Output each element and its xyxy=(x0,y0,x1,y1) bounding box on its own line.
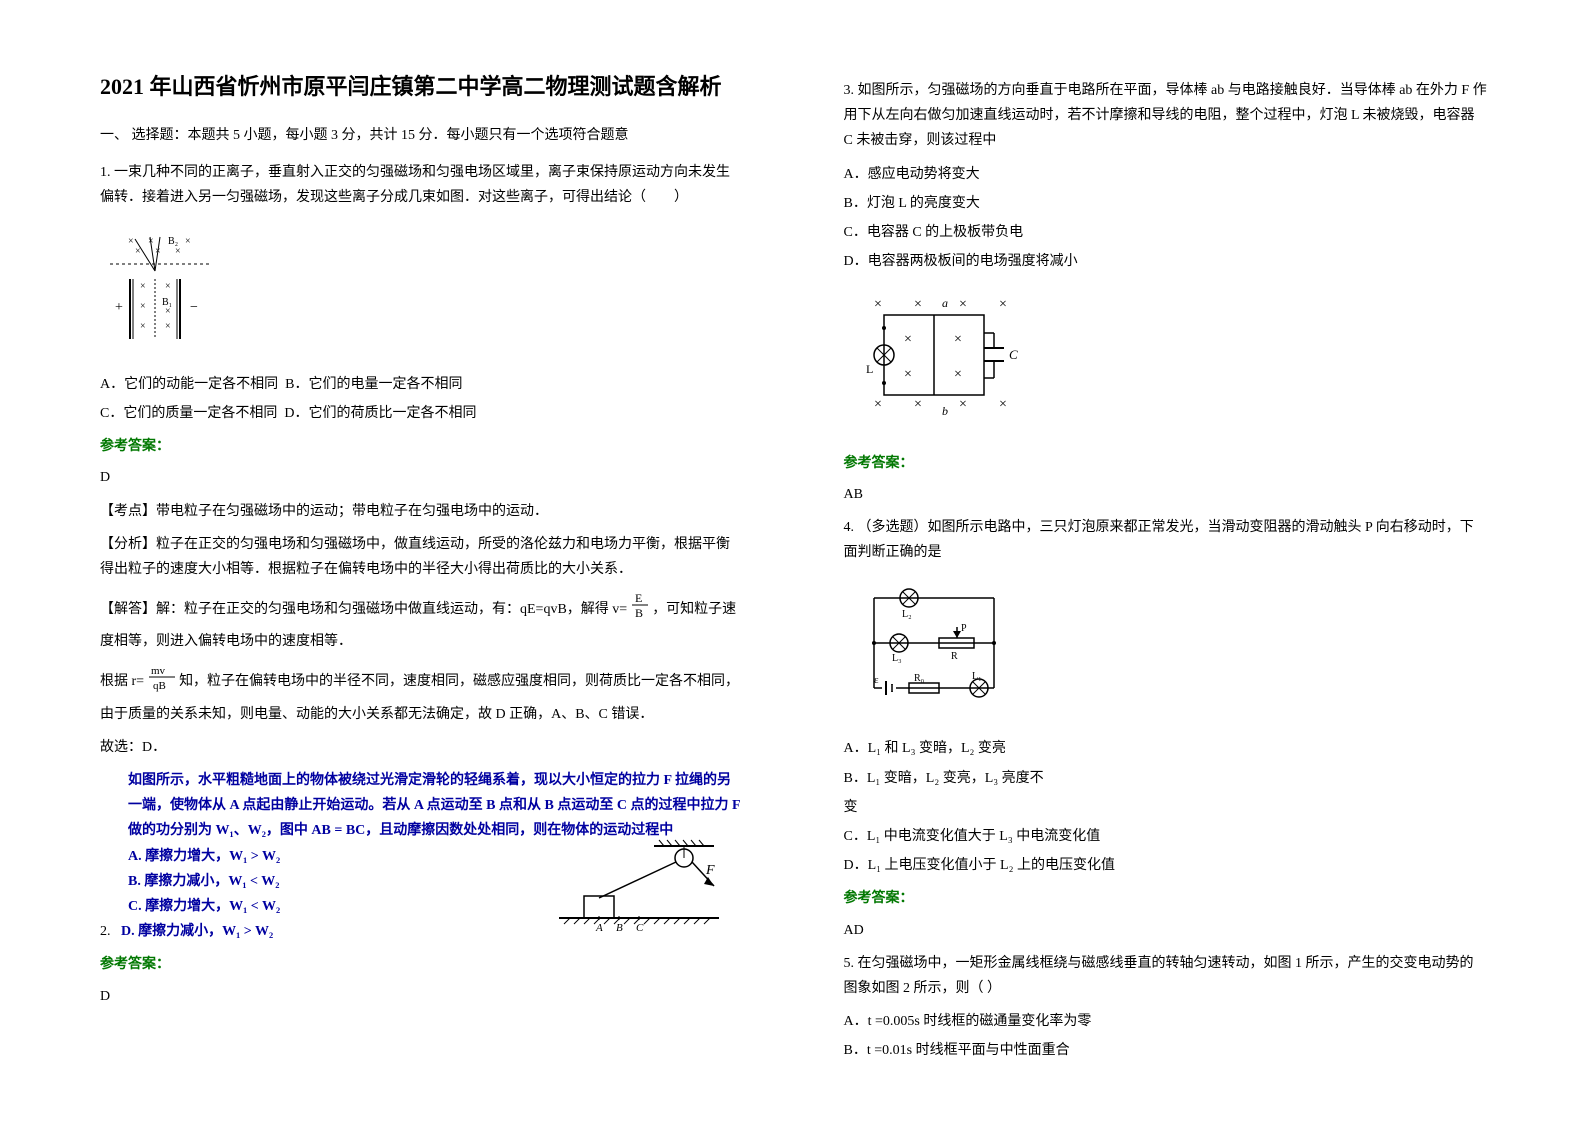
q4-optD: D．L₁ 上电压变化值小于 L₂ 上的电压变化值 xyxy=(844,853,1488,878)
q2-C-label: C xyxy=(636,922,644,933)
q2-answer: D xyxy=(100,984,744,1009)
svg-text:×: × xyxy=(954,367,962,382)
svg-text:×: × xyxy=(904,332,912,347)
svg-text:×: × xyxy=(175,246,181,257)
q2-answer-label: 参考答案： xyxy=(100,952,744,977)
q4-P-label: P xyxy=(961,623,967,634)
q3-b-label: b xyxy=(942,404,948,418)
q3-C-label: C xyxy=(1009,347,1018,362)
q4-R0-label: R₀ xyxy=(914,673,925,684)
q5-optB: B．t =0.01s 时线框平面与中性面重合 xyxy=(844,1038,1488,1063)
q1-optB: B．它们的电量一定各不相同 xyxy=(285,377,462,392)
svg-text:×: × xyxy=(959,397,967,412)
q5-optA: A．t =0.005s 时线框的磁通量变化率为零 xyxy=(844,1009,1488,1034)
q3-a-label: a xyxy=(942,296,948,310)
q1-frac2: mv qB xyxy=(148,662,176,701)
svg-text:×: × xyxy=(165,281,171,292)
svg-text:×: × xyxy=(954,332,962,347)
q4-answer: AD xyxy=(844,918,1488,943)
svg-text:×: × xyxy=(874,397,882,412)
svg-text:×: × xyxy=(135,246,141,257)
q3-optA: A．感应电动势将变大 xyxy=(844,162,1488,187)
q4-figure: L₂ L₃ R P xyxy=(844,583,1024,722)
svg-text:×: × xyxy=(140,281,146,292)
q4-L2-label: L₂ xyxy=(902,609,912,620)
q2-optD: D. 摩擦力减小，W₁ > W₂ xyxy=(121,924,273,939)
svg-text:−: − xyxy=(190,300,198,315)
q3-answer-label: 参考答案： xyxy=(844,451,1488,476)
svg-text:E: E xyxy=(635,591,642,605)
q1-answer-label: 参考答案： xyxy=(100,434,744,459)
svg-text:×: × xyxy=(904,367,912,382)
q1-answer: D xyxy=(100,465,744,490)
q2-number: 2. xyxy=(100,924,111,939)
q3-optB: B．灯泡 L 的亮度变大 xyxy=(844,191,1488,216)
q1-frac1: EB xyxy=(631,590,649,629)
q2-F-label: F xyxy=(705,863,715,878)
q4-e-label: ε xyxy=(874,674,879,686)
q3-figure: ×× a ×× ×× b ×× L xyxy=(844,293,1034,432)
svg-text:×: × xyxy=(140,321,146,332)
svg-text:×: × xyxy=(914,397,922,412)
q1-jieda2: 根据 r= mvqB 知，粒子在偏转电场中的半径不同，速度相同，磁感应强度相同，… xyxy=(100,662,744,726)
q1-stem: 1. 一束几种不同的正离子，垂直射入正交的匀强磁场和匀强电场区域里，离子束保持原… xyxy=(100,160,744,210)
svg-text:×: × xyxy=(999,297,1007,312)
q4-optB2: 变 xyxy=(844,795,1488,820)
q2-stem: 如图所示，水平粗糙地面上的物体被绕过光滑定滑轮的轻绳系着，现以大小恒定的拉力 F… xyxy=(128,768,744,844)
right-column: 3. 如图所示，匀强磁场的方向垂直于电路所在平面，导体棒 ab 与电路接触良好．… xyxy=(794,0,1587,1122)
q1-guxuan: 故选：D． xyxy=(100,735,744,760)
q4-optB1: B．L₁ 变暗，L₂ 变亮，L₃ 亮度不 xyxy=(844,766,1488,791)
q1-jieda1: 【解答】解：粒子在正交的匀强电场和匀强磁场中做直线运动，有：qE=qvB，解得 … xyxy=(100,590,744,654)
left-column: 2021 年山西省忻州市原平闫庄镇第二中学高二物理测试题含解析 一、 选择题：本… xyxy=(0,0,794,1122)
q1-options-row2: C．它们的质量一定各不相同 D．它们的荷质比一定各不相同 xyxy=(100,401,744,426)
q1-optA: A．它们的动能一定各不相同 xyxy=(100,377,278,392)
svg-text:×: × xyxy=(165,306,171,317)
exam-title: 2021 年山西省忻州市原平闫庄镇第二中学高二物理测试题含解析 xyxy=(100,70,744,103)
q4-L3-label: L₃ xyxy=(892,653,902,664)
q2-A-label: A xyxy=(595,922,603,933)
q4-optC: C．L₁ 中电流变化值大于 L₃ 中电流变化值 xyxy=(844,824,1488,849)
q4-answer-label: 参考答案： xyxy=(844,886,1488,911)
q3-answer: AB xyxy=(844,482,1488,507)
svg-text:+: + xyxy=(115,300,123,315)
q2-block: 如图所示，水平粗糙地面上的物体被绕过光滑定滑轮的轻绳系着，现以大小恒定的拉力 F… xyxy=(100,768,744,944)
q3-stem: 3. 如图所示，匀强磁场的方向垂直于电路所在平面，导体棒 ab 与电路接触良好．… xyxy=(844,78,1488,154)
page-container: 2021 年山西省忻州市原平闫庄镇第二中学高二物理测试题含解析 一、 选择题：本… xyxy=(0,0,1587,1122)
section1-heading: 一、 选择题：本题共 5 小题，每小题 3 分，共计 15 分．每小题只有一个选… xyxy=(100,123,744,148)
svg-text:×: × xyxy=(959,297,967,312)
svg-text:mv: mv xyxy=(151,665,166,677)
svg-text:×: × xyxy=(914,297,922,312)
q1-optD: D．它们的荷质比一定各不相同 xyxy=(284,406,476,421)
svg-text:×: × xyxy=(185,236,191,247)
q1-fenxi: 【分析】粒子在正交的匀强电场和匀强磁场中，做直线运动，所受的洛伦兹力和电场力平衡… xyxy=(100,532,744,582)
q4-stem: 4. （多选题）如图所示电路中，三只灯泡原来都正常发光，当滑动变阻器的滑动触头 … xyxy=(844,515,1488,565)
svg-text:B: B xyxy=(635,606,643,620)
q5-stem: 5. 在匀强磁场中，一矩形金属线框绕与磁感线垂直的转轴匀速转动，如图 1 所示，… xyxy=(844,951,1488,1001)
q1-figure: × × B₂ × × × × + − xyxy=(100,229,240,358)
q3-optD: D．电容器两极板间的电场强度将减小 xyxy=(844,249,1488,274)
q1-optC: C．它们的质量一定各不相同 xyxy=(100,406,277,421)
q3-L-label: L xyxy=(866,362,873,376)
q2-B-label: B xyxy=(616,922,623,933)
q4-R-label: R xyxy=(951,651,958,662)
q4-optA: A．L₁ 和 L₃ 变暗，L₂ 变亮 xyxy=(844,736,1488,761)
svg-text:×: × xyxy=(999,397,1007,412)
q1-kaodian: 【考点】带电粒子在匀强磁场中的运动；带电粒子在匀强电场中的运动． xyxy=(100,499,744,524)
q4-L1-label: L₁ xyxy=(972,671,982,682)
q2-figure: F A B xyxy=(554,838,724,942)
q3-optC: C．电容器 C 的上极板带负电 xyxy=(844,220,1488,245)
q1-options-row1: A．它们的动能一定各不相同 B．它们的电量一定各不相同 xyxy=(100,372,744,397)
svg-text:×: × xyxy=(128,236,134,247)
svg-text:×: × xyxy=(165,321,171,332)
svg-text:×: × xyxy=(874,297,882,312)
svg-text:qB: qB xyxy=(153,680,166,692)
svg-text:×: × xyxy=(140,301,146,312)
